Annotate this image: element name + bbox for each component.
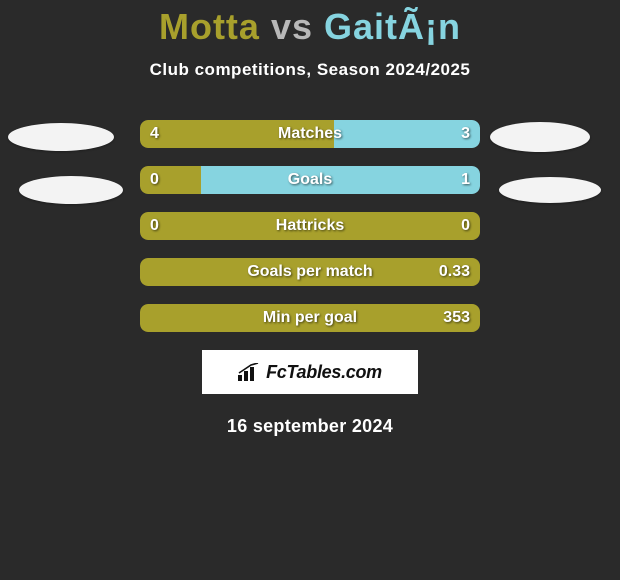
fctables-logo-icon — [238, 363, 260, 381]
fctables-badge-text: FcTables.com — [266, 362, 382, 383]
stat-left-value: 4 — [150, 125, 159, 143]
stat-right-value: 1 — [461, 171, 470, 189]
stats-rows: Matches 4 3 Goals 0 1 Hattricks 0 0 Goals per mat… — [140, 120, 480, 332]
stat-left-value: 0 — [150, 171, 159, 189]
stat-row: Min per goal 353 — [140, 304, 480, 332]
player1-name: Motta — [159, 6, 260, 47]
stat-row: Hattricks 0 0 — [140, 212, 480, 240]
stat-label: Goals per match — [247, 263, 372, 281]
subtitle: Club competitions, Season 2024/2025 — [0, 60, 620, 80]
stat-label: Min per goal — [263, 309, 357, 327]
stat-row: Matches 4 3 — [140, 120, 480, 148]
stat-right-value: 0.33 — [439, 263, 470, 281]
fctables-badge: FcTables.com — [202, 350, 418, 394]
stat-left-value: 0 — [150, 217, 159, 235]
stat-right-value: 3 — [461, 125, 470, 143]
player2-name: GaitÃ¡n — [324, 6, 461, 47]
vs-text: vs — [271, 6, 313, 47]
avatar-placeholder — [8, 123, 114, 151]
stat-right-value: 0 — [461, 217, 470, 235]
stat-right-fill — [201, 166, 480, 194]
stat-right-fill — [334, 120, 480, 148]
stat-label: Goals — [288, 171, 332, 189]
stat-row: Goals per match 0.33 — [140, 258, 480, 286]
comparison-title: Motta vs GaitÃ¡n — [0, 0, 620, 48]
stat-row: Goals 0 1 — [140, 166, 480, 194]
avatar-placeholder — [499, 177, 601, 203]
stat-right-value: 353 — [443, 309, 470, 327]
stat-label: Hattricks — [276, 217, 344, 235]
avatar-placeholder — [19, 176, 123, 204]
avatar-placeholder — [490, 122, 590, 152]
date-text: 16 september 2024 — [0, 416, 620, 437]
stat-label: Matches — [278, 125, 342, 143]
